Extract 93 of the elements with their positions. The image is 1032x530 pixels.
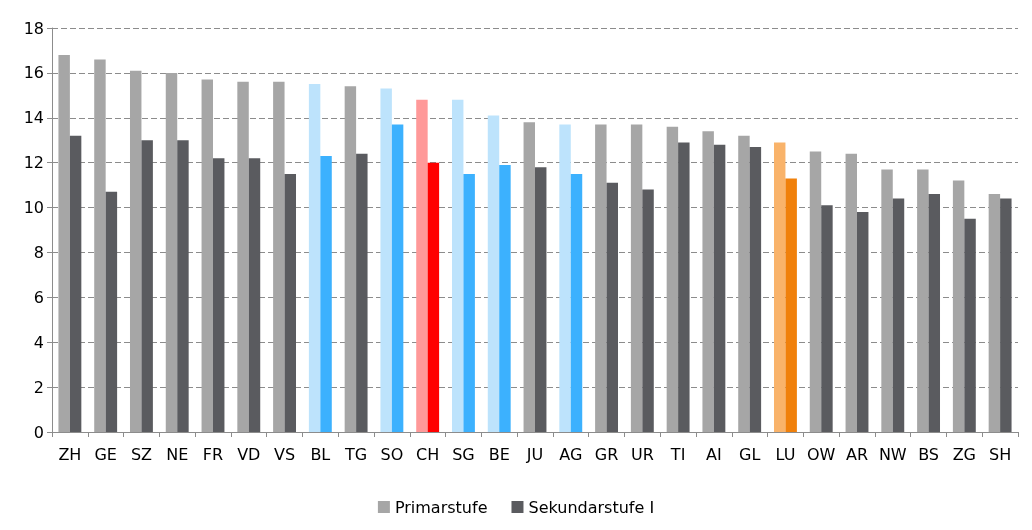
bar [141, 140, 153, 432]
y-tick-label: 8 [33, 242, 44, 262]
y-tick-label: 6 [33, 287, 44, 307]
bar [749, 146, 762, 432]
bar [344, 86, 357, 432]
bar [416, 99, 428, 432]
x-tick-label: BL [310, 444, 331, 464]
bar [427, 162, 440, 432]
x-tick-label: VD [237, 444, 261, 464]
bar [774, 142, 786, 432]
bar [630, 124, 643, 432]
bar [809, 151, 822, 432]
x-tick-label: NE [166, 444, 189, 464]
bar [165, 72, 178, 432]
y-tick-label: 18 [23, 18, 44, 38]
y-tick-label: 0 [33, 422, 44, 442]
bar [678, 142, 690, 432]
x-tick-label: NW [878, 444, 907, 464]
x-tick-label: AI [706, 444, 722, 464]
bar [213, 158, 225, 432]
bar [58, 54, 70, 432]
bar [248, 158, 261, 432]
bar [105, 191, 118, 432]
bar [738, 135, 750, 432]
x-tick-label: UR [630, 444, 654, 464]
bar [928, 194, 940, 432]
legend-label: Sekundarstufe I [528, 497, 655, 517]
x-tick-label: ZG [952, 444, 977, 464]
bar [821, 205, 833, 432]
bar [570, 173, 583, 432]
bar [201, 79, 213, 432]
bar [964, 218, 976, 432]
y-tick-label: 2 [33, 377, 44, 397]
bar [606, 182, 618, 432]
x-tick-label: SH [989, 444, 1012, 464]
bar [284, 173, 296, 432]
bar [308, 84, 321, 432]
bar [917, 169, 929, 432]
bar [69, 135, 82, 432]
y-tick-label: 14 [23, 108, 44, 128]
bar [380, 88, 392, 432]
x-tick-label: BS [918, 444, 939, 464]
x-tick-label: TI [669, 444, 686, 464]
bar [130, 70, 142, 432]
x-tick-label: BE [488, 444, 510, 464]
x-tick-label: LU [775, 444, 796, 464]
bar [666, 126, 679, 432]
bar [952, 180, 965, 432]
bar [988, 194, 1001, 432]
bar [559, 124, 571, 432]
bar [1000, 198, 1012, 432]
bar [356, 153, 368, 432]
x-tick-label: GE [94, 444, 117, 464]
y-tick-label: 12 [23, 153, 44, 173]
bar [702, 131, 714, 432]
bar [881, 169, 893, 432]
x-tick-label: CH [416, 444, 440, 464]
bar [273, 81, 285, 432]
x-tick-label: ZH [58, 444, 82, 464]
bar [94, 59, 106, 432]
bar [785, 178, 797, 432]
bar [452, 99, 464, 432]
x-tick-label: AG [559, 444, 583, 464]
bar [713, 144, 726, 432]
bar [892, 198, 905, 432]
bar [499, 164, 511, 432]
bar [523, 122, 535, 432]
bar [177, 140, 189, 432]
bar [535, 167, 547, 432]
x-tick-label: AR [845, 444, 869, 464]
bar [487, 115, 500, 432]
bar [463, 173, 475, 432]
y-tick-label: 16 [23, 63, 44, 83]
bar [642, 189, 654, 432]
x-tick-label: TG [344, 444, 368, 464]
legend-label: Primarstufe [394, 497, 488, 517]
bar [845, 153, 857, 432]
y-tick-label: 4 [33, 332, 44, 352]
x-tick-label: FR [202, 444, 224, 464]
x-tick-label: SG [452, 444, 475, 464]
bar [857, 212, 869, 432]
y-tick-label: 10 [23, 198, 44, 218]
x-tick-label: GR [594, 444, 619, 464]
bar [320, 155, 332, 432]
x-tick-label: OW [807, 444, 836, 464]
x-tick-label: SO [380, 444, 404, 464]
bar [595, 124, 607, 432]
x-tick-label: JU [525, 444, 544, 464]
x-tick-label: VS [274, 444, 296, 464]
x-tick-label: GL [739, 444, 761, 464]
bar [237, 81, 249, 432]
x-tick-label: SZ [130, 444, 153, 464]
bar [391, 124, 404, 432]
